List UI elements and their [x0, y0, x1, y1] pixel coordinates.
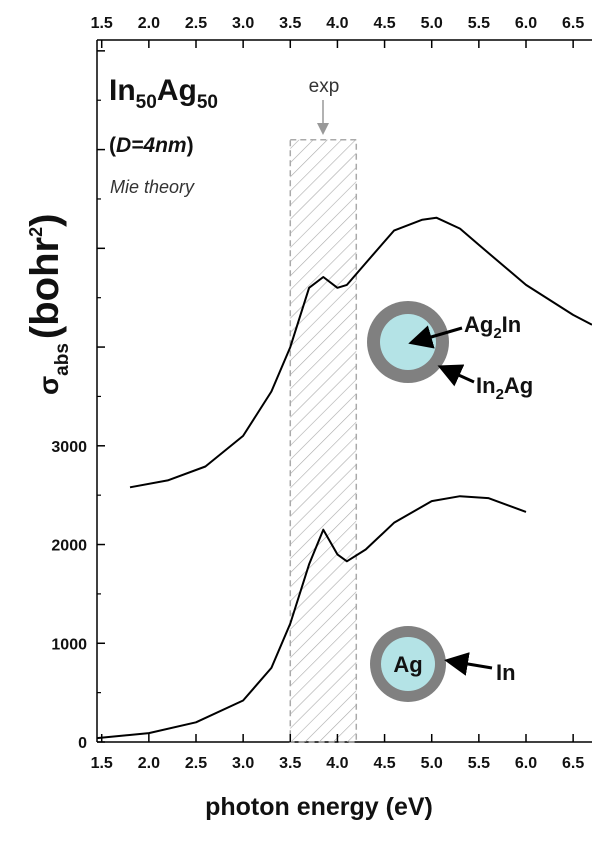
- y-axis-label: σabs(bohr2): [23, 214, 73, 395]
- y-tick-label: 3000: [51, 439, 87, 456]
- core: [381, 637, 435, 691]
- shell-arrow: [444, 652, 493, 676]
- x-tick-label: 3.5: [279, 755, 301, 772]
- x-tick-label: 2.5: [185, 755, 207, 772]
- core-arrow: [408, 325, 463, 349]
- x-tick-label-top: 2.0: [138, 15, 160, 32]
- core: [380, 314, 436, 370]
- x-tick-label: 6.0: [515, 755, 537, 772]
- series-line: [96, 495, 527, 740]
- x-axis-label: photon energy (eV): [205, 793, 433, 821]
- x-tick-label: 3.0: [232, 755, 254, 772]
- x-tick-label-top: 3.0: [232, 15, 254, 32]
- y-tick-label: 1000: [51, 636, 87, 653]
- x-tick-label: 4.5: [373, 755, 395, 772]
- x-tick-label-top: 2.5: [185, 15, 207, 32]
- core-label: Ag2In: [464, 312, 521, 342]
- subtitle: (D=4nm): [109, 134, 194, 157]
- y-tick-label: 0: [78, 735, 87, 752]
- x-tick-label-top: 1.5: [91, 15, 113, 32]
- series-line: [129, 216, 592, 489]
- x-tick-label: 1.5: [91, 755, 113, 772]
- shell-label: In: [496, 660, 516, 685]
- x-tick-label: 2.0: [138, 755, 160, 772]
- title: In50Ag50: [109, 74, 218, 113]
- x-tick-label: 5.5: [468, 755, 490, 772]
- x-tick-label-top: 3.5: [279, 15, 301, 32]
- x-tick-label: 6.5: [562, 755, 584, 772]
- x-tick-label-top: 5.5: [468, 15, 490, 32]
- x-tick-label-top: 6.0: [515, 15, 537, 32]
- y-tick-label: 2000: [51, 538, 87, 555]
- exp-range: [289, 138, 358, 743]
- shell-label: In2Ag: [476, 373, 533, 403]
- method-label: Mie theory: [110, 177, 195, 197]
- x-tick-label-top: 4.0: [326, 15, 348, 32]
- x-tick-label-top: 6.5: [562, 15, 584, 32]
- x-tick-label: 5.0: [421, 755, 443, 772]
- x-tick-label: 4.0: [326, 755, 348, 772]
- x-tick-label-top: 5.0: [421, 15, 443, 32]
- x-tick-label-top: 4.5: [373, 15, 395, 32]
- exp-label: exp: [309, 76, 340, 97]
- shell-arrow: [437, 364, 475, 387]
- core-label: Ag: [393, 652, 422, 677]
